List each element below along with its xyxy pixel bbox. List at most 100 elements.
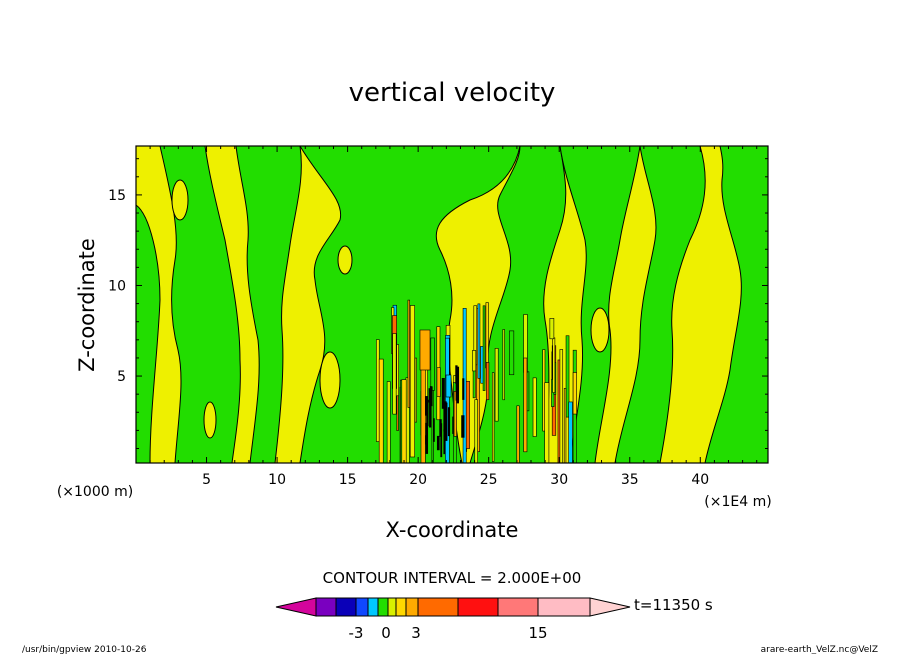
core-streak xyxy=(409,305,415,458)
core-streak xyxy=(565,335,570,418)
y-axis-title: Z-coordinate xyxy=(75,238,99,372)
x-unit-right-label: (×1E4 m) xyxy=(704,494,771,510)
colorbar-segment xyxy=(457,597,499,617)
colorbar: -3 0 3 15 xyxy=(275,597,631,642)
core-streak xyxy=(436,367,441,397)
core-streak xyxy=(491,372,495,462)
footer-left-text: /usr/bin/gpview 2010-10-26 xyxy=(22,645,147,654)
colorbar-segment xyxy=(377,597,389,617)
core-streak xyxy=(430,337,435,391)
core-streak xyxy=(407,299,410,408)
core-streak xyxy=(523,357,528,453)
colorbar-tick-label: 15 xyxy=(528,624,547,642)
colorbar-tick-label: -3 xyxy=(349,624,364,642)
x-tick-label: 30 xyxy=(550,472,568,488)
core-streak xyxy=(485,362,490,401)
core-streak xyxy=(414,357,417,423)
yellow-island xyxy=(319,351,341,409)
core-streak xyxy=(559,349,564,463)
yellow-island xyxy=(171,179,189,221)
core-streak xyxy=(392,333,397,415)
core-dark-streak xyxy=(436,435,440,451)
core-dark-streak xyxy=(429,393,432,428)
colorbar-segment xyxy=(315,597,337,617)
convective-core-region xyxy=(376,299,577,463)
y-axis: 5 10 15 xyxy=(108,158,768,450)
core-dark-streak xyxy=(433,418,435,442)
colorbar-arrow-right xyxy=(589,597,631,617)
core-dark-streak xyxy=(447,407,451,437)
core-dark-streak xyxy=(461,415,465,438)
core-streak xyxy=(568,401,573,463)
core-dark-streak xyxy=(452,416,454,434)
core-dark-streak xyxy=(441,377,445,409)
core-dark-streak xyxy=(430,386,433,407)
core-streak xyxy=(401,379,407,463)
green-contour-region xyxy=(559,146,641,463)
plot-frame xyxy=(135,145,769,464)
core-streak xyxy=(563,387,567,463)
core-streak xyxy=(516,405,520,463)
x-tick-label: 15 xyxy=(339,472,357,488)
core-streak xyxy=(544,382,550,463)
colorbar-tick-label: 0 xyxy=(381,624,391,642)
yellow-island xyxy=(590,307,610,353)
core-streak xyxy=(376,339,380,442)
colorbar-segment xyxy=(417,597,459,617)
x-tick-label: 5 xyxy=(202,472,211,488)
colorbar-segment xyxy=(395,597,407,617)
colorbar-segment xyxy=(497,597,539,617)
x-tick-label: 25 xyxy=(480,472,498,488)
core-streak xyxy=(472,350,477,372)
time-label: t=11350 s xyxy=(634,596,713,614)
green-contour-region xyxy=(704,146,768,463)
core-streak xyxy=(445,337,450,463)
core-streak xyxy=(509,330,515,376)
x-tick-label: 10 xyxy=(268,472,286,488)
core-dark-streak xyxy=(455,366,460,401)
yellow-island xyxy=(337,245,353,275)
green-contour-region xyxy=(614,146,706,463)
colorbar-segment xyxy=(335,597,357,617)
y-tick-label: 10 xyxy=(108,278,126,294)
core-streak xyxy=(477,303,481,379)
colorbar-tick-label: 3 xyxy=(411,624,421,642)
colorbar-segment xyxy=(387,597,397,617)
y-tick-label: 15 xyxy=(108,188,126,204)
core-streak xyxy=(502,329,505,401)
core-dark-streak xyxy=(443,429,446,455)
contour-interval-text: CONTOUR INTERVAL = 2.000E+00 xyxy=(323,569,582,587)
core-dark-streak xyxy=(462,378,465,400)
colorbar-segment xyxy=(405,597,419,617)
yellow-island xyxy=(203,401,217,439)
colorbar-segment xyxy=(537,597,591,617)
x-unit-left-label: (×1000 m) xyxy=(57,484,133,500)
core-streak xyxy=(453,391,457,437)
core-dark-streak xyxy=(443,401,447,432)
chart-title: vertical velocity xyxy=(349,78,556,108)
x-tick-label: 35 xyxy=(621,472,639,488)
core-dark-streak xyxy=(425,422,429,454)
contour-field xyxy=(136,146,768,463)
core-streak xyxy=(482,305,486,391)
colorbar-arrow-left xyxy=(275,597,317,617)
core-streak xyxy=(552,337,556,393)
x-tick-label: 40 xyxy=(691,472,709,488)
core-orange-patch xyxy=(419,329,431,371)
core-streak xyxy=(474,399,478,463)
core-streak xyxy=(572,372,577,415)
core-streak xyxy=(386,381,391,463)
footer-right-text: arare-earth_VelZ.nc@VelZ xyxy=(761,645,878,654)
core-dark-streak xyxy=(440,423,443,458)
core-streak xyxy=(532,377,537,437)
green-contour-region xyxy=(235,146,302,463)
x-axis: 5 10 15 20 25 30 35 40 xyxy=(149,146,758,488)
colorbar-segment xyxy=(355,597,369,617)
core-streak xyxy=(420,368,426,463)
core-cyan-patch xyxy=(445,374,452,398)
green-contour-region xyxy=(136,204,161,463)
x-axis-title: X-coordinate xyxy=(386,518,519,542)
core-dark-streak xyxy=(426,399,429,427)
green-contour-regions xyxy=(136,146,768,463)
